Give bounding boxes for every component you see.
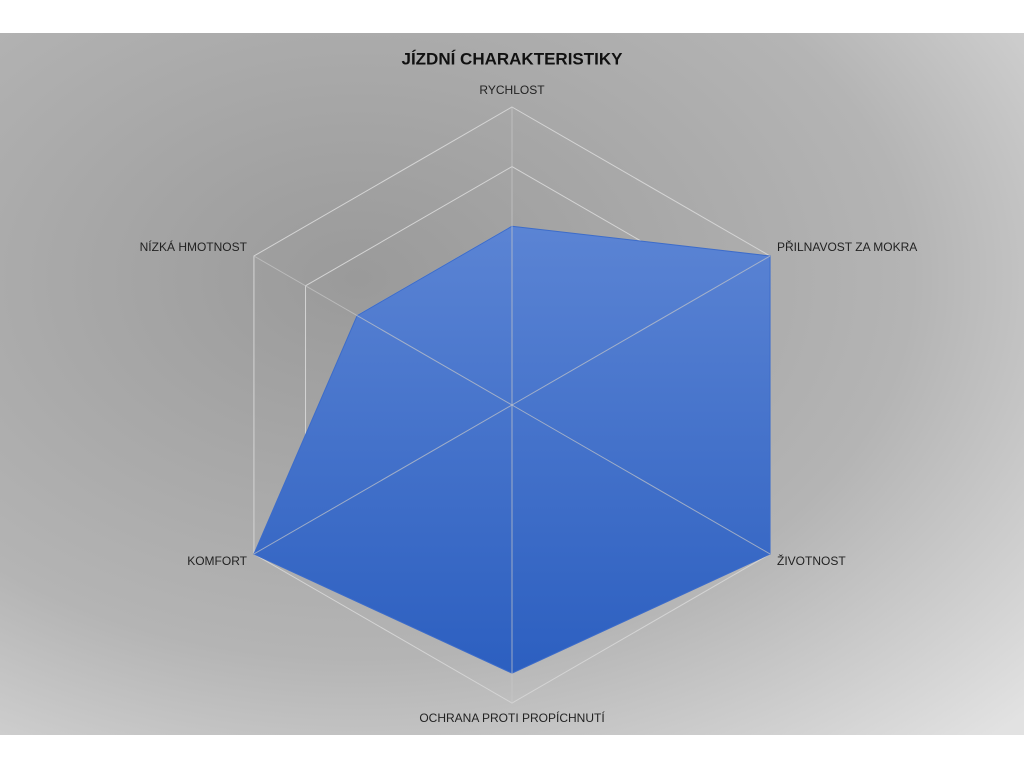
category-label: PŘILNAVOST ZA MOKRA [777, 239, 917, 254]
category-label: NÍZKÁ HMOTNOST [140, 239, 248, 254]
axis-line [511, 255, 771, 406]
category-label: RYCHLOST [479, 83, 545, 97]
axis-line [253, 255, 513, 406]
axis-line [511, 404, 771, 555]
category-label: KOMFORT [187, 554, 247, 568]
axis-line [253, 404, 513, 555]
category-label: OCHRANA PROTI PROPÍCHNUTÍ [419, 710, 605, 725]
chart-title: JÍZDNÍ CHARAKTERISTIKY [401, 49, 623, 68]
category-label: ŽIVOTNOST [777, 553, 846, 568]
